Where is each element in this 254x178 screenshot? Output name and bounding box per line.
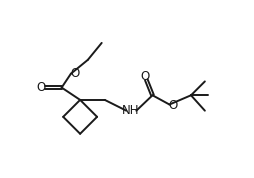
Text: O: O — [169, 99, 178, 112]
Text: O: O — [36, 81, 45, 94]
Text: O: O — [70, 67, 79, 80]
Text: O: O — [140, 70, 149, 83]
Text: NH: NH — [122, 104, 140, 117]
